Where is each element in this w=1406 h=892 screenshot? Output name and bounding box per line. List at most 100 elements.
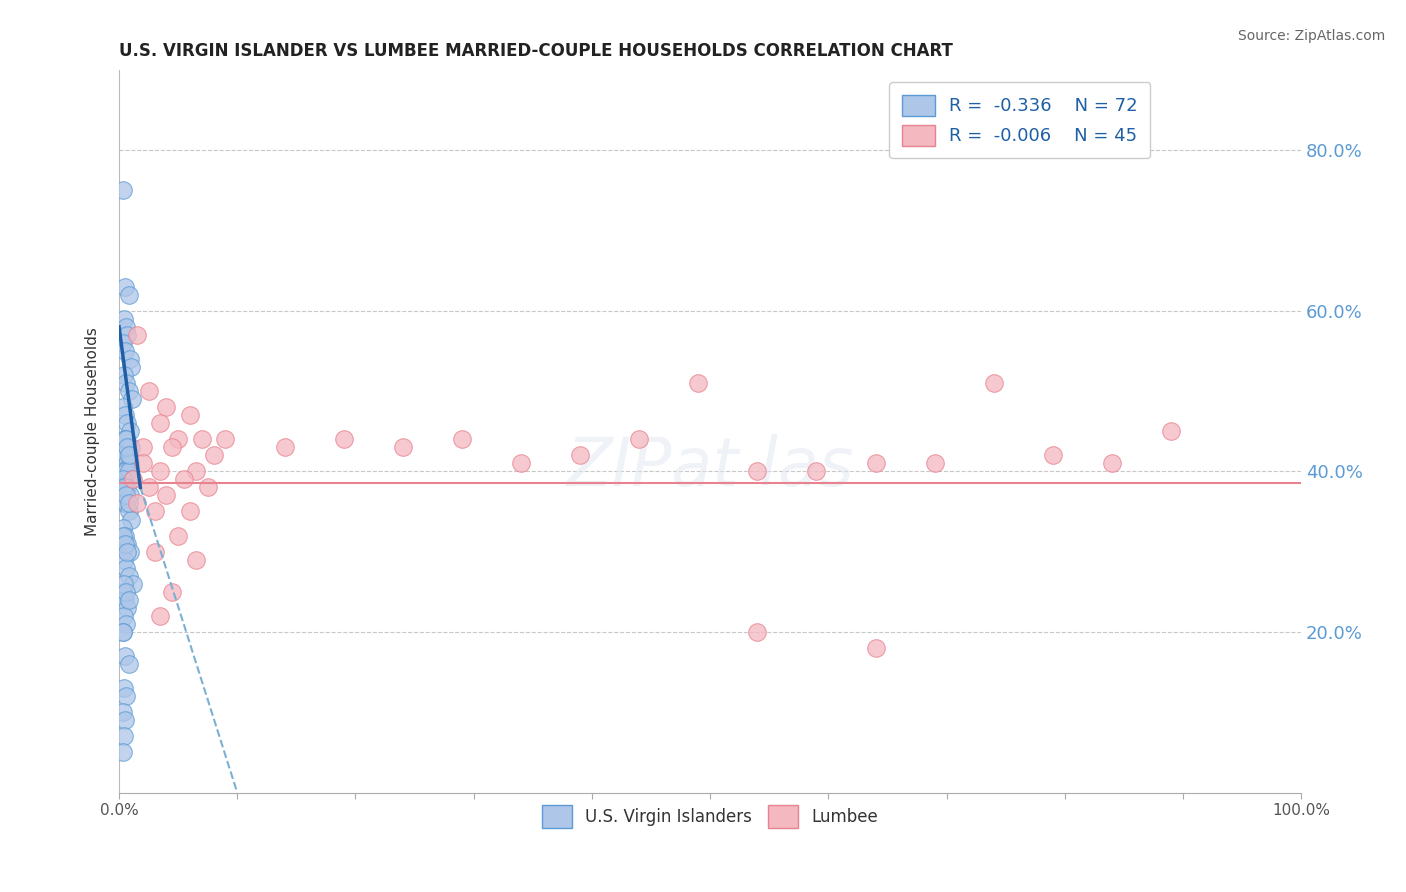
Point — [131, 456, 153, 470]
Point — [118, 351, 141, 366]
Point — [112, 480, 135, 494]
Y-axis label: Married-couple Households: Married-couple Households — [86, 326, 100, 535]
Point — [112, 576, 135, 591]
Point — [155, 488, 177, 502]
Point — [1160, 424, 1182, 438]
Point — [747, 464, 769, 478]
Point — [111, 400, 134, 414]
Point — [184, 552, 207, 566]
Point — [155, 400, 177, 414]
Point — [120, 359, 142, 374]
Point — [117, 416, 139, 430]
Point — [117, 480, 139, 494]
Point — [114, 408, 136, 422]
Text: Source: ZipAtlas.com: Source: ZipAtlas.com — [1237, 29, 1385, 43]
Point — [214, 432, 236, 446]
Point — [179, 504, 201, 518]
Point — [450, 432, 472, 446]
Point — [111, 183, 134, 197]
Point — [114, 592, 136, 607]
Point — [112, 730, 135, 744]
Point — [111, 335, 134, 350]
Point — [197, 480, 219, 494]
Point — [149, 416, 172, 430]
Point — [117, 600, 139, 615]
Point — [1042, 448, 1064, 462]
Point — [117, 464, 139, 478]
Point — [115, 560, 138, 574]
Point — [121, 472, 143, 486]
Point — [117, 544, 139, 558]
Point — [143, 544, 166, 558]
Point — [112, 432, 135, 446]
Point — [125, 496, 148, 510]
Point — [115, 432, 138, 446]
Point — [114, 343, 136, 358]
Point — [117, 657, 139, 672]
Point — [120, 512, 142, 526]
Point — [112, 464, 135, 478]
Point — [115, 496, 138, 510]
Point — [114, 536, 136, 550]
Point — [115, 464, 138, 478]
Point — [115, 584, 138, 599]
Point — [143, 504, 166, 518]
Point — [114, 649, 136, 664]
Point — [865, 641, 887, 656]
Point — [162, 440, 184, 454]
Point — [122, 576, 145, 591]
Point — [115, 319, 138, 334]
Point — [1101, 456, 1123, 470]
Point — [149, 464, 172, 478]
Point — [111, 528, 134, 542]
Point — [111, 746, 134, 760]
Point — [117, 456, 139, 470]
Point — [114, 714, 136, 728]
Point — [131, 440, 153, 454]
Point — [117, 504, 139, 518]
Legend: U.S. Virgin Islanders, Lumbee: U.S. Virgin Islanders, Lumbee — [534, 798, 886, 835]
Point — [117, 287, 139, 301]
Point — [924, 456, 946, 470]
Point — [115, 376, 138, 390]
Point — [273, 440, 295, 454]
Point — [112, 368, 135, 382]
Point — [184, 464, 207, 478]
Point — [117, 536, 139, 550]
Point — [114, 528, 136, 542]
Point — [806, 464, 828, 478]
Point — [569, 448, 592, 462]
Point — [167, 528, 190, 542]
Text: U.S. VIRGIN ISLANDER VS LUMBEE MARRIED-COUPLE HOUSEHOLDS CORRELATION CHART: U.S. VIRGIN ISLANDER VS LUMBEE MARRIED-C… — [120, 42, 953, 60]
Point — [111, 625, 134, 640]
Point — [112, 311, 135, 326]
Point — [115, 488, 138, 502]
Point — [117, 592, 139, 607]
Point — [114, 448, 136, 462]
Point — [510, 456, 533, 470]
Point — [202, 448, 225, 462]
Text: ZIPat las: ZIPat las — [567, 434, 853, 500]
Point — [112, 681, 135, 696]
Point — [125, 327, 148, 342]
Point — [167, 432, 190, 446]
Point — [114, 279, 136, 293]
Point — [111, 584, 134, 599]
Point — [111, 625, 134, 640]
Point — [191, 432, 214, 446]
Point — [111, 706, 134, 720]
Point — [121, 392, 143, 406]
Point — [983, 376, 1005, 390]
Point — [149, 608, 172, 623]
Point — [122, 472, 145, 486]
Point — [138, 384, 160, 398]
Point — [118, 456, 141, 470]
Point — [115, 616, 138, 631]
Point — [111, 520, 134, 534]
Point — [628, 432, 651, 446]
Point — [162, 584, 184, 599]
Point — [117, 327, 139, 342]
Point — [179, 408, 201, 422]
Point — [112, 608, 135, 623]
Point — [117, 384, 139, 398]
